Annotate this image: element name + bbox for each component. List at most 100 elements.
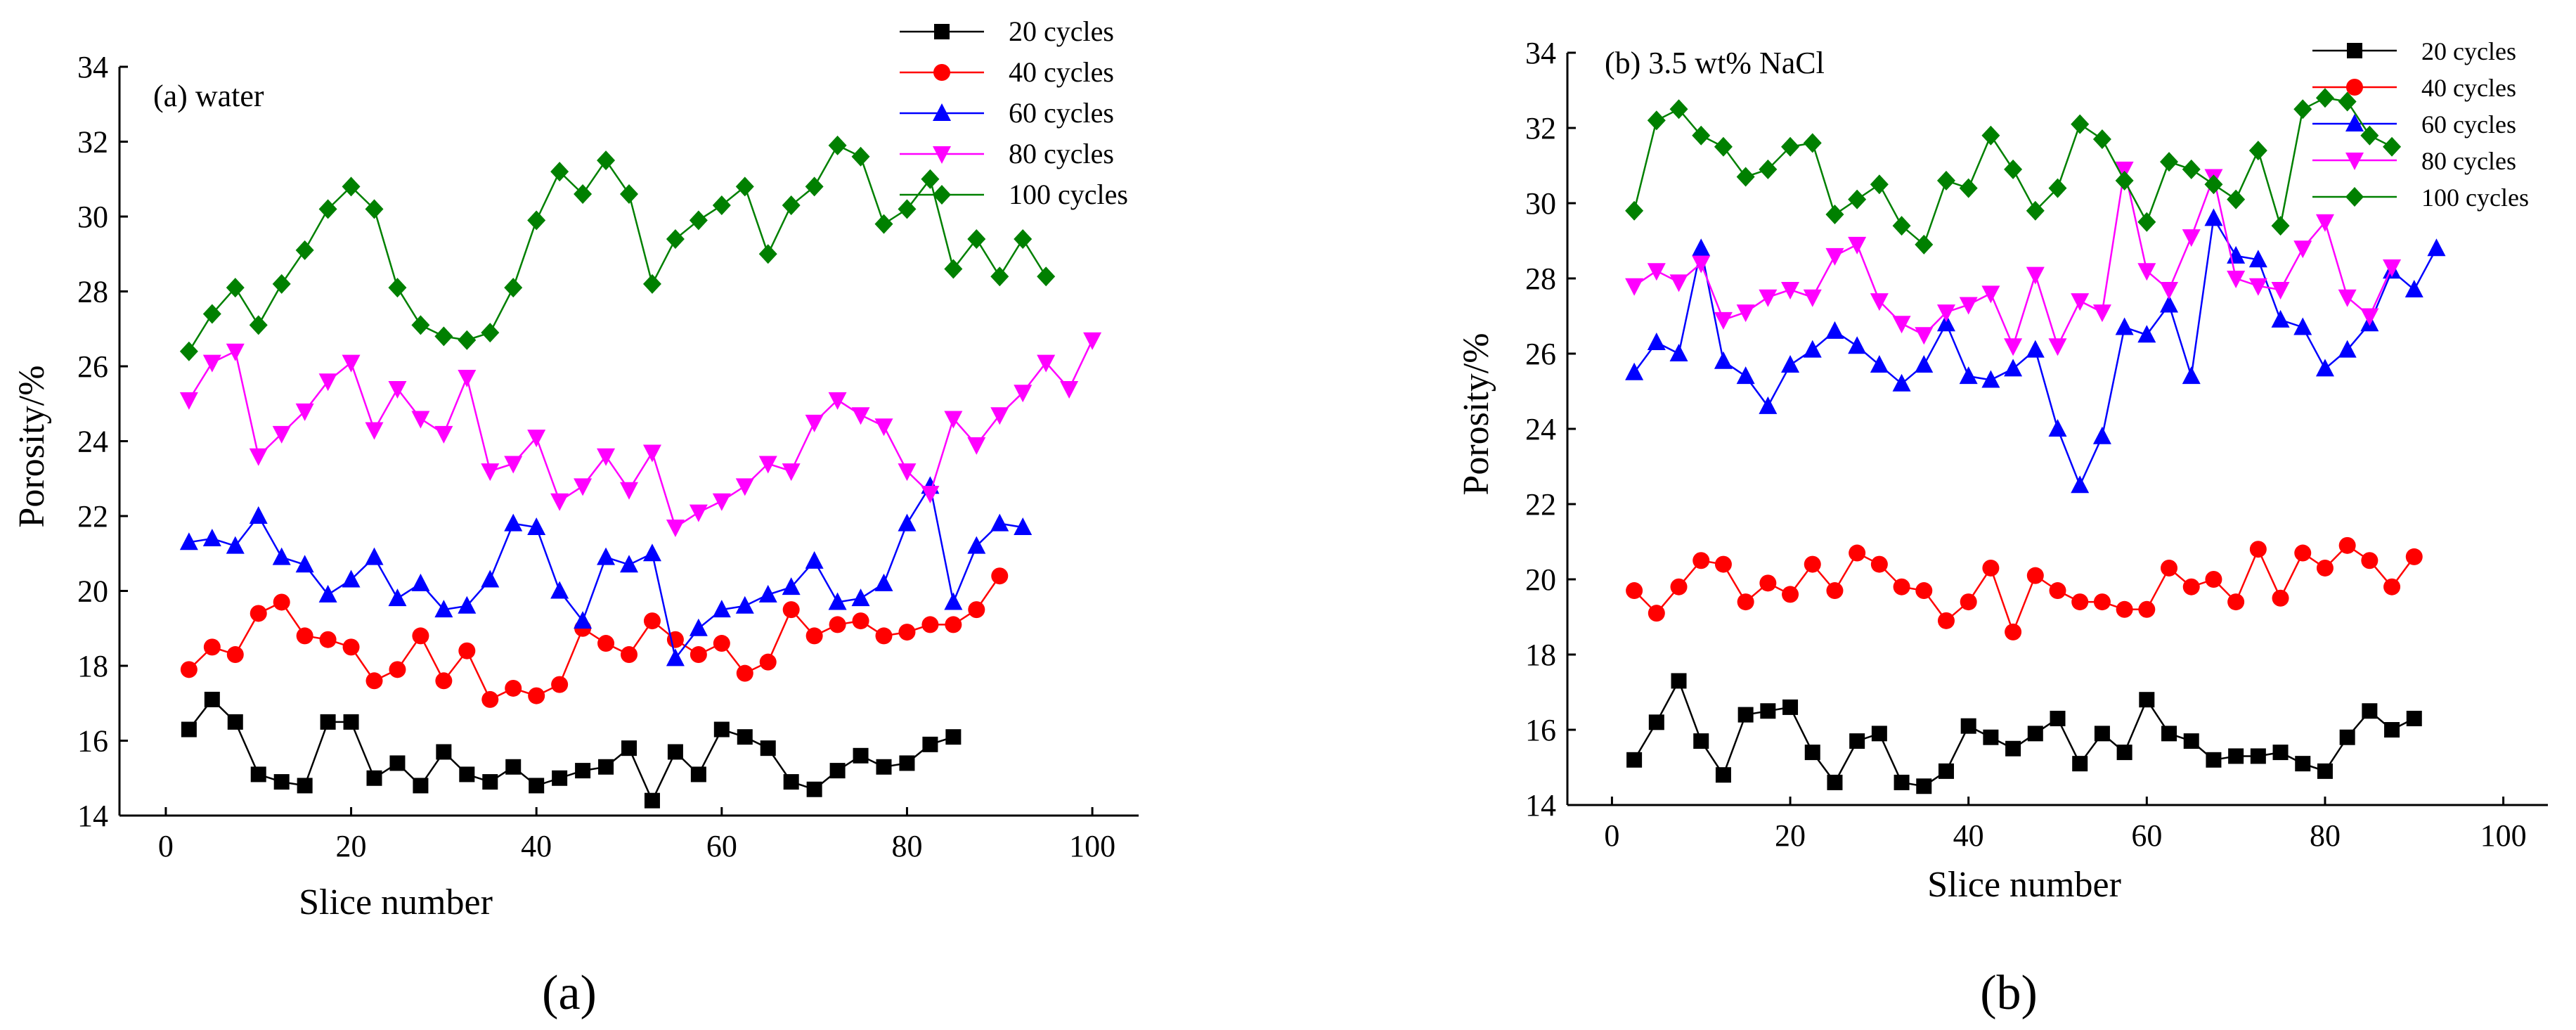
data-point-b-60-cycles-10	[1848, 336, 1867, 354]
data-point-a-100-cycles-15	[527, 210, 546, 231]
x-tick-label-b-0: 0	[1604, 818, 1619, 853]
data-point-a-80-cycles-6	[318, 373, 337, 392]
data-point-a-60-cycles-10	[411, 573, 430, 591]
data-point-b-20-cycles-21	[2094, 726, 2110, 742]
data-point-a-40-cycles-28	[829, 616, 846, 633]
data-point-b-20-cycles-18	[2027, 726, 2043, 742]
data-point-a-60-cycles-19	[620, 555, 638, 573]
data-point-b-60-cycles-13	[1915, 355, 1934, 373]
data-point-a-100-cycles-19	[620, 184, 638, 205]
data-point-b-80-cycles-8	[1803, 289, 1822, 307]
data-point-a-20-cycles-16	[552, 770, 568, 786]
data-point-a-20-cycles-17	[575, 763, 591, 779]
data-point-b-60-cycles-8	[1803, 340, 1822, 358]
data-point-b-60-cycles-32	[2338, 340, 2357, 358]
data-point-a-60-cycles-3	[249, 506, 268, 524]
data-point-b-100-cycles-4	[1714, 136, 1733, 157]
y-tick-label-a-20: 20	[77, 574, 108, 609]
data-point-b-20-cycles-31	[2317, 763, 2333, 779]
data-point-b-100-cycles-0	[1625, 200, 1644, 221]
y-tick-label-a-22: 22	[77, 499, 108, 534]
data-point-b-40-cycles-30	[2294, 544, 2312, 562]
data-point-a-40-cycles-27	[805, 627, 823, 645]
legend-label-a-80-cycles: 80 cycles	[1009, 138, 1114, 169]
data-point-b-100-cycles-27	[2227, 189, 2246, 210]
data-point-b-80-cycles-34	[2383, 259, 2402, 277]
data-point-a-100-cycles-37	[1037, 266, 1056, 287]
data-point-b-100-cycles-33	[2360, 125, 2379, 146]
data-point-a-80-cycles-15	[527, 430, 546, 448]
data-point-b-80-cycles-30	[2293, 240, 2312, 259]
data-point-b-100-cycles-11	[1870, 174, 1889, 195]
data-point-a-20-cycles-13	[482, 774, 498, 790]
data-point-b-60-cycles-35	[2405, 280, 2423, 298]
data-point-a-100-cycles-4	[272, 273, 291, 294]
data-point-a-20-cycles-0	[181, 721, 197, 738]
data-point-b-60-cycles-7	[1781, 355, 1800, 373]
y-tick-label-b-18: 18	[1525, 638, 1556, 672]
data-point-b-60-cycles-9	[1825, 321, 1844, 339]
legend-label-a-20-cycles: 20 cycles	[1009, 15, 1114, 47]
data-point-b-40-cycles-9	[1826, 582, 1844, 600]
data-point-b-80-cycles-9	[1825, 247, 1844, 266]
data-point-a-40-cycles-19	[621, 646, 637, 664]
data-point-b-60-cycles-17	[2004, 359, 2023, 377]
data-point-b-20-cycles-10	[1849, 733, 1865, 749]
data-point-a-60-cycles-5	[295, 555, 314, 573]
data-point-b-40-cycles-14	[1937, 612, 1955, 629]
data-point-b-80-cycles-3	[1692, 255, 1711, 273]
data-point-b-80-cycles-18	[2026, 266, 2045, 285]
data-point-b-20-cycles-32	[2339, 729, 2355, 745]
data-point-a-80-cycles-34	[967, 437, 986, 455]
data-point-a-20-cycles-14	[505, 759, 522, 775]
data-point-a-100-cycles-17	[574, 184, 593, 205]
data-point-a-20-cycles-12	[459, 766, 475, 783]
data-point-b-100-cycles-20	[2071, 114, 2090, 134]
data-point-b-40-cycles-29	[2272, 589, 2289, 607]
data-point-b-20-cycles-25	[2183, 733, 2199, 749]
data-point-b-100-cycles-5	[1736, 167, 1755, 187]
data-point-b-40-cycles-2	[1670, 578, 1688, 596]
data-point-b-60-cycles-22	[2115, 317, 2134, 335]
data-point-b-20-cycles-27	[2228, 748, 2244, 764]
data-point-b-80-cycles-27	[2227, 271, 2246, 288]
data-point-b-40-cycles-31	[2316, 559, 2334, 577]
y-tick-label-a-30: 30	[77, 200, 108, 234]
data-point-b-100-cycles-7	[1781, 136, 1800, 157]
data-point-a-80-cycles-19	[620, 482, 638, 500]
data-point-b-60-cycles-5	[1736, 366, 1755, 385]
chart-panel-b: (b) 3.5 wt% NaCl Slice number Porosity/%…	[1456, 36, 2548, 1020]
data-point-b-80-cycles-24	[2160, 282, 2179, 300]
legend-marker-a-80-cycles	[933, 146, 951, 164]
data-point-a-80-cycles-4	[272, 425, 291, 444]
data-point-b-60-cycles-11	[1870, 355, 1889, 373]
data-point-b-40-cycles-6	[1759, 574, 1777, 592]
data-point-b-20-cycles-3	[1693, 733, 1709, 749]
data-point-b-20-cycles-7	[1782, 699, 1799, 715]
data-point-a-80-cycles-33	[944, 411, 963, 429]
data-point-a-60-cycles-2	[226, 536, 245, 554]
data-point-b-100-cycles-9	[1825, 205, 1844, 225]
data-point-b-60-cycles-14	[1936, 314, 1955, 332]
data-point-b-60-cycles-30	[2293, 317, 2312, 335]
data-point-b-60-cycles-21	[2092, 426, 2111, 444]
data-point-b-80-cycles-7	[1781, 282, 1800, 300]
data-point-b-60-cycles-15	[1959, 366, 1978, 385]
data-point-a-100-cycles-6	[318, 199, 337, 219]
data-point-b-100-cycles-14	[1936, 170, 1955, 191]
data-point-b-40-cycles-35	[2405, 548, 2423, 565]
data-point-b-80-cycles-14	[1936, 304, 1955, 323]
data-point-b-60-cycles-20	[2071, 475, 2090, 494]
data-point-a-80-cycles-13	[481, 463, 500, 482]
data-point-b-80-cycles-25	[2182, 229, 2201, 247]
legend-marker-a-60-cycles	[933, 103, 951, 121]
data-point-a-40-cycles-16	[551, 676, 569, 693]
legend-marker-b-20-cycles	[2347, 43, 2362, 58]
data-point-a-20-cycles-25	[760, 740, 776, 757]
data-point-b-60-cycles-26	[2204, 208, 2223, 226]
data-point-b-20-cycles-16	[1983, 729, 1999, 745]
data-point-b-60-cycles-23	[2137, 325, 2156, 343]
data-point-a-80-cycles-10	[411, 411, 430, 429]
data-point-a-100-cycles-14	[504, 278, 523, 298]
data-point-b-60-cycles-19	[2048, 419, 2067, 437]
